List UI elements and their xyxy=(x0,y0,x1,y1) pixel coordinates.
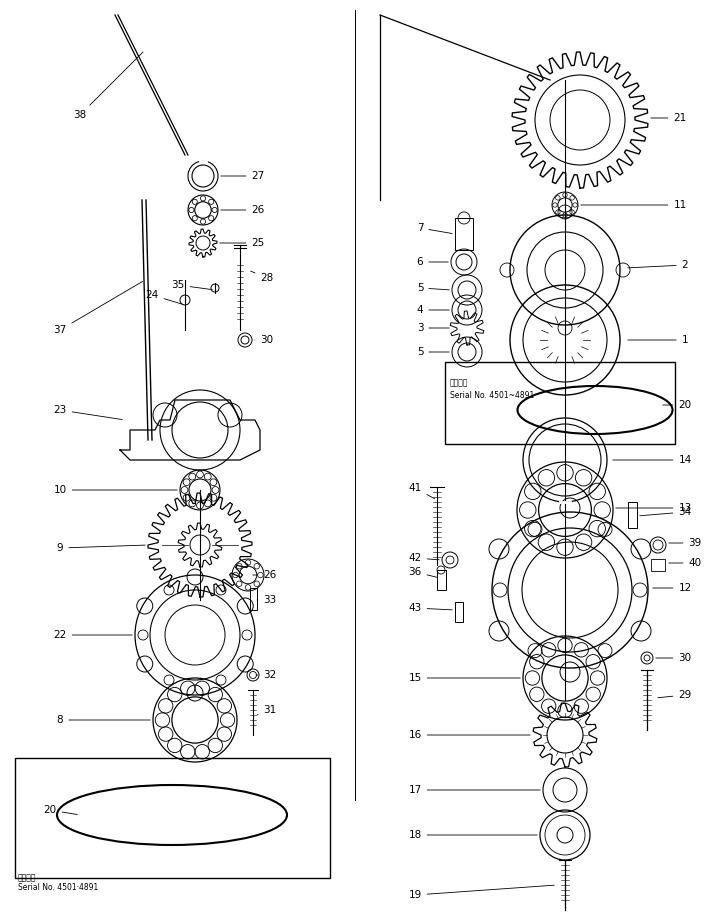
Text: 24: 24 xyxy=(145,290,183,305)
Bar xyxy=(15,758,330,878)
Bar xyxy=(651,559,665,571)
Text: 30: 30 xyxy=(255,335,274,345)
Text: 3: 3 xyxy=(416,323,449,333)
Text: 42: 42 xyxy=(409,553,439,563)
Text: 2: 2 xyxy=(627,260,688,270)
Text: Serial No. 4501·4891: Serial No. 4501·4891 xyxy=(18,883,98,893)
Bar xyxy=(250,588,257,610)
Text: 27: 27 xyxy=(221,171,265,181)
Text: 26: 26 xyxy=(221,205,265,215)
Text: 31: 31 xyxy=(257,705,277,715)
Text: 14: 14 xyxy=(612,455,692,465)
Text: 20: 20 xyxy=(663,400,692,410)
Text: 8: 8 xyxy=(57,715,150,725)
Text: 6: 6 xyxy=(416,257,448,267)
Bar xyxy=(455,602,463,622)
Text: 36: 36 xyxy=(409,567,437,578)
Text: 35: 35 xyxy=(171,280,212,290)
Text: 26: 26 xyxy=(253,570,277,580)
Text: 41: 41 xyxy=(409,483,434,498)
Text: 38: 38 xyxy=(73,52,143,120)
Bar xyxy=(437,570,446,590)
Text: 20: 20 xyxy=(43,805,77,815)
Text: 10: 10 xyxy=(53,485,178,495)
Text: 15: 15 xyxy=(409,673,520,683)
Text: 5: 5 xyxy=(416,283,449,293)
Text: 17: 17 xyxy=(409,785,540,795)
Text: 25: 25 xyxy=(220,238,265,248)
Text: 19: 19 xyxy=(409,885,554,900)
Text: 7: 7 xyxy=(416,223,452,234)
Text: 5: 5 xyxy=(416,347,449,357)
Text: 22: 22 xyxy=(53,630,132,640)
Text: 33: 33 xyxy=(257,595,277,605)
Text: Serial No. 4501~4891: Serial No. 4501~4891 xyxy=(450,391,534,400)
Text: 30: 30 xyxy=(656,653,692,663)
Text: 28: 28 xyxy=(250,271,274,283)
Text: 32: 32 xyxy=(256,670,277,680)
Text: 12: 12 xyxy=(653,583,692,593)
Text: 9: 9 xyxy=(57,543,145,553)
Bar xyxy=(445,362,675,444)
Text: 37: 37 xyxy=(53,282,143,335)
Text: 18: 18 xyxy=(409,830,537,840)
Text: 13: 13 xyxy=(616,503,692,513)
Bar xyxy=(628,502,637,528)
Text: 29: 29 xyxy=(658,690,692,700)
Text: 43: 43 xyxy=(409,603,452,613)
Text: 適用号機: 適用号機 xyxy=(450,378,468,387)
Text: 23: 23 xyxy=(53,405,122,420)
Text: 21: 21 xyxy=(651,113,687,123)
Text: 1: 1 xyxy=(627,335,688,345)
Text: 適用号機: 適用号機 xyxy=(18,873,36,882)
Bar xyxy=(455,218,473,250)
Text: 4: 4 xyxy=(416,305,449,315)
Text: 16: 16 xyxy=(409,730,530,740)
Text: 40: 40 xyxy=(669,558,702,568)
Text: 39: 39 xyxy=(669,538,702,548)
Text: 11: 11 xyxy=(581,200,687,210)
Text: 34: 34 xyxy=(640,507,692,517)
